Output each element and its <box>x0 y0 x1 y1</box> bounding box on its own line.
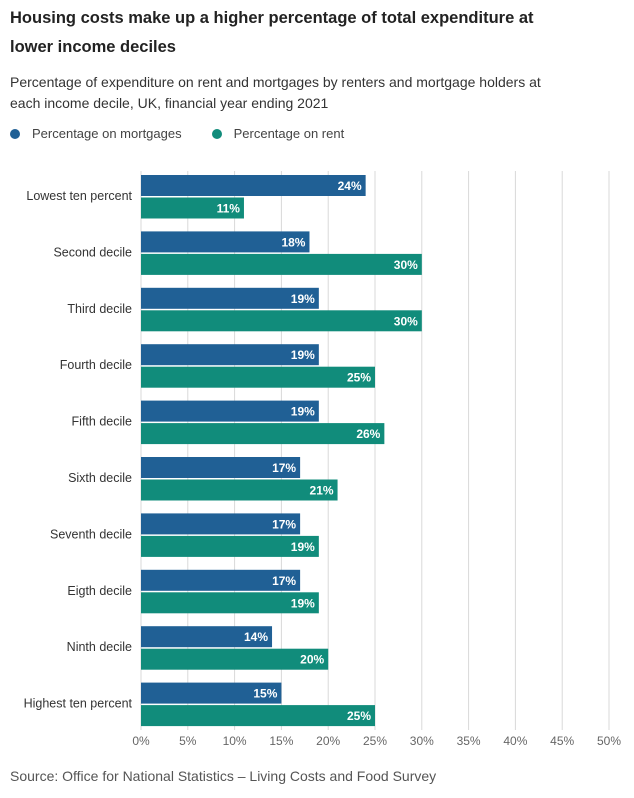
legend-label-mortgages: Percentage on mortgages <box>32 126 182 141</box>
x-tick-label: 20% <box>316 734 340 748</box>
mortgage-bar <box>141 175 366 196</box>
x-tick-label: 50% <box>597 734 621 748</box>
rent-bar <box>141 253 422 275</box>
rent-bar <box>141 366 375 388</box>
rent-bar <box>141 535 319 557</box>
bar-value-label: 11% <box>217 202 241 216</box>
bar-value-label: 21% <box>310 484 334 498</box>
category-label: Lowest ten percent <box>26 189 132 203</box>
legend: Percentage on mortgages Percentage on re… <box>10 126 374 141</box>
x-tick-label: 10% <box>223 734 247 748</box>
mortgage-bar <box>141 682 282 704</box>
bar-value-label: 30% <box>394 314 418 328</box>
bar-value-label: 19% <box>291 596 315 610</box>
mortgage-bar <box>141 231 310 253</box>
category-label: Eigth decile <box>67 584 132 598</box>
bar-value-label: 26% <box>356 427 380 441</box>
bar-value-label: 15% <box>253 687 277 701</box>
bar-value-label: 17% <box>272 517 296 531</box>
category-label: Second decile <box>53 245 132 259</box>
source-note: Source: Office for National Statistics –… <box>10 768 437 784</box>
legend-label-rent: Percentage on rent <box>233 126 345 141</box>
category-label: Sixth decile <box>68 471 132 485</box>
x-tick-label: 30% <box>410 734 434 748</box>
category-label: Ninth decile <box>67 640 132 654</box>
bar-value-label: 17% <box>272 461 296 475</box>
mortgage-bar <box>141 569 301 591</box>
x-tick-label: 25% <box>363 734 387 748</box>
x-tick-label: 5% <box>179 734 197 748</box>
mortgage-bar <box>141 287 319 309</box>
bar-chart: 24% 11% 18% 30% 19% 30% 19% 25% 19% 26% 17% 21% 17% 1… <box>24 171 621 748</box>
rent-bar <box>141 197 244 219</box>
bar-value-label: 19% <box>291 292 315 306</box>
x-tick-label: 35% <box>457 734 481 748</box>
chart-subtitle: Percentage of expenditure on rent and mo… <box>10 74 541 111</box>
category-labels: Lowest ten percent Second decile Third dec… <box>24 189 133 711</box>
category-label: Highest ten percent <box>24 697 133 711</box>
bar-value-label: 19% <box>291 405 315 419</box>
bar-value-label: 20% <box>300 653 324 667</box>
category-label: Fifth decile <box>72 415 132 429</box>
bar-value-label: 25% <box>347 709 371 723</box>
bar-value-label: 18% <box>281 235 305 249</box>
chart-title: Housing costs make up a higher percentag… <box>10 9 534 56</box>
legend-swatch-mortgages <box>10 128 20 139</box>
rent-bar <box>141 648 329 670</box>
mortgage-bar <box>141 513 301 535</box>
bar-value-label: 25% <box>347 371 371 385</box>
rent-bar <box>141 479 338 501</box>
bar-value-label: 17% <box>272 574 296 588</box>
legend-item-rent: Percentage on rent <box>211 126 345 141</box>
category-label: Seventh decile <box>50 527 132 541</box>
bar-value-label: 24% <box>338 179 362 193</box>
x-axis-ticks: 0% 5% 10% 15% 20% 25% 30% 35% 40% 45% 50% <box>132 734 621 748</box>
mortgage-bar <box>141 344 319 366</box>
x-tick-label: 45% <box>550 734 574 748</box>
bars: 24% 11% 18% 30% 19% 30% 19% 25% 19% 26% 17% 21% 17% 1… <box>141 175 422 727</box>
mortgage-bar <box>141 400 319 422</box>
legend-item-mortgages: Percentage on mortgages <box>10 126 182 141</box>
x-tick-label: 40% <box>503 734 527 748</box>
bar-value-label: 30% <box>394 258 418 272</box>
legend-swatch-rent <box>211 128 222 139</box>
rent-bar <box>141 705 375 727</box>
rent-bar <box>141 310 422 332</box>
bar-value-label: 19% <box>291 540 315 554</box>
mortgage-bar <box>141 457 301 478</box>
category-label: Third decile <box>67 302 132 316</box>
x-tick-label: 0% <box>132 734 150 748</box>
rent-bar <box>141 423 385 445</box>
category-label: Fourth decile <box>60 358 132 372</box>
bar-value-label: 19% <box>291 348 315 362</box>
mortgage-bar <box>141 626 273 648</box>
x-tick-label: 15% <box>269 734 293 748</box>
bar-value-label: 14% <box>244 630 268 644</box>
rent-bar <box>141 592 319 614</box>
